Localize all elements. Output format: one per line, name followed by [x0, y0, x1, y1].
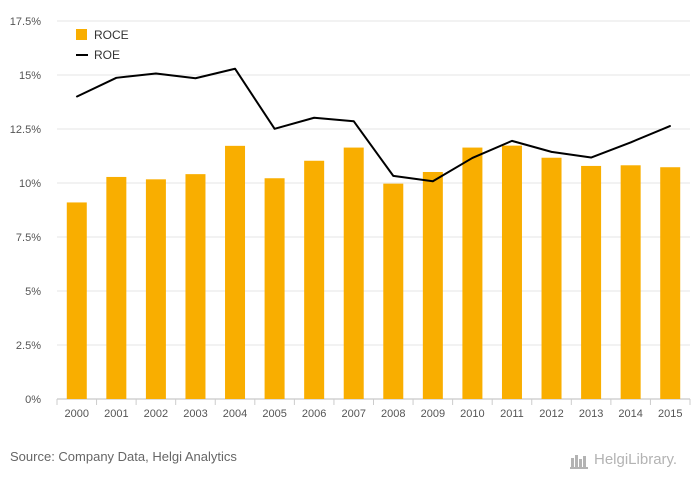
library-icon: [570, 455, 588, 469]
x-tick-label: 2009: [421, 408, 445, 420]
point-roe: [511, 140, 513, 142]
point-roe: [550, 151, 553, 153]
bar-roce: [462, 147, 483, 399]
point-roe: [194, 77, 197, 80]
legend: ROCE ROE: [76, 28, 129, 62]
x-tick-label: 2004: [223, 408, 247, 420]
bar-roce: [581, 165, 602, 399]
y-tick-label: 2.5%: [16, 340, 41, 352]
bar-roce: [264, 178, 285, 399]
bar-roce: [660, 167, 681, 399]
y-tick-label: 17.5%: [10, 16, 41, 28]
point-roe: [392, 175, 395, 177]
x-tick-label: 2007: [341, 408, 365, 420]
bar-roce: [501, 145, 522, 399]
bar-roce: [422, 171, 443, 399]
legend-swatch-roce: [76, 29, 87, 40]
bar-roce: [383, 183, 404, 399]
point-roe: [75, 95, 78, 98]
bar-roce: [185, 174, 206, 399]
chart: 2000 2001 2002 2003 2004 2005 2006 2007 2008 2009…: [10, 16, 691, 420]
bar-roce: [541, 157, 562, 399]
point-roe: [590, 156, 592, 159]
bar-roce: [225, 145, 246, 399]
point-roe: [352, 120, 355, 123]
source-note: Source: Company Data, Helgi Analytics: [10, 449, 237, 464]
brand-logo: HelgiLibrary.: [570, 446, 677, 472]
y-tick-label: 10%: [19, 178, 41, 190]
point-roe: [155, 72, 157, 75]
y-tick-label: 7.5%: [16, 232, 41, 244]
bar-roce: [620, 165, 641, 399]
point-roe: [313, 116, 315, 119]
point-roe: [432, 180, 434, 183]
x-tick-label: 2001: [104, 408, 128, 420]
bar-roce: [304, 160, 325, 399]
y-tick-label: 0%: [25, 394, 41, 406]
legend-label-roe: ROE: [94, 48, 120, 62]
x-tick-label: 2011: [500, 408, 524, 420]
point-roe: [273, 127, 276, 130]
point-roe: [115, 77, 118, 79]
bar-roce: [66, 202, 87, 399]
bar-roce: [343, 147, 364, 399]
x-tick-label: 2012: [539, 408, 563, 420]
legend-label-roce: ROCE: [94, 28, 129, 42]
x-tick-label: 2006: [302, 408, 326, 420]
bar-roce: [106, 176, 127, 399]
x-tick-label: 2005: [262, 408, 286, 420]
y-tick-label: 5%: [25, 286, 41, 298]
point-roe: [471, 157, 474, 159]
point-roe: [629, 141, 632, 144]
x-tick-label: 2008: [381, 408, 405, 420]
x-tick-label: 2003: [183, 408, 207, 420]
bar-roce: [145, 179, 166, 399]
line-roe: [76, 67, 671, 183]
x-tick-label: 2015: [658, 408, 682, 420]
brand-name: HelgiLibrary.: [594, 450, 678, 468]
point-roe: [669, 125, 672, 127]
x-tick-label: 2010: [460, 408, 484, 420]
x-tick-label: 2014: [618, 408, 642, 420]
x-tick-label: 2013: [579, 408, 603, 420]
y-tick-label: 15%: [19, 70, 41, 82]
x-tick-label: 2000: [65, 408, 89, 420]
x-tick-label: 2002: [144, 408, 168, 420]
point-roe: [234, 67, 236, 70]
y-tick-label: 12.5%: [10, 124, 41, 136]
